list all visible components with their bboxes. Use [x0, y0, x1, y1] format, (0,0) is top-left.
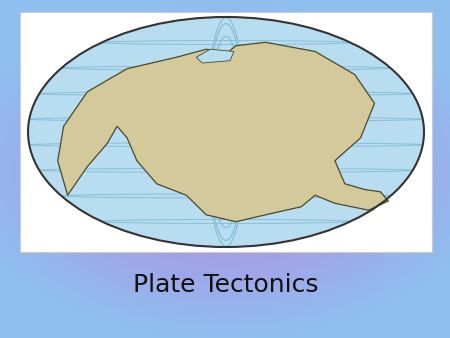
FancyBboxPatch shape: [20, 12, 432, 252]
Ellipse shape: [28, 17, 424, 247]
Text: Plate Tectonics: Plate Tectonics: [133, 273, 319, 297]
Polygon shape: [196, 49, 234, 63]
Polygon shape: [58, 42, 388, 222]
